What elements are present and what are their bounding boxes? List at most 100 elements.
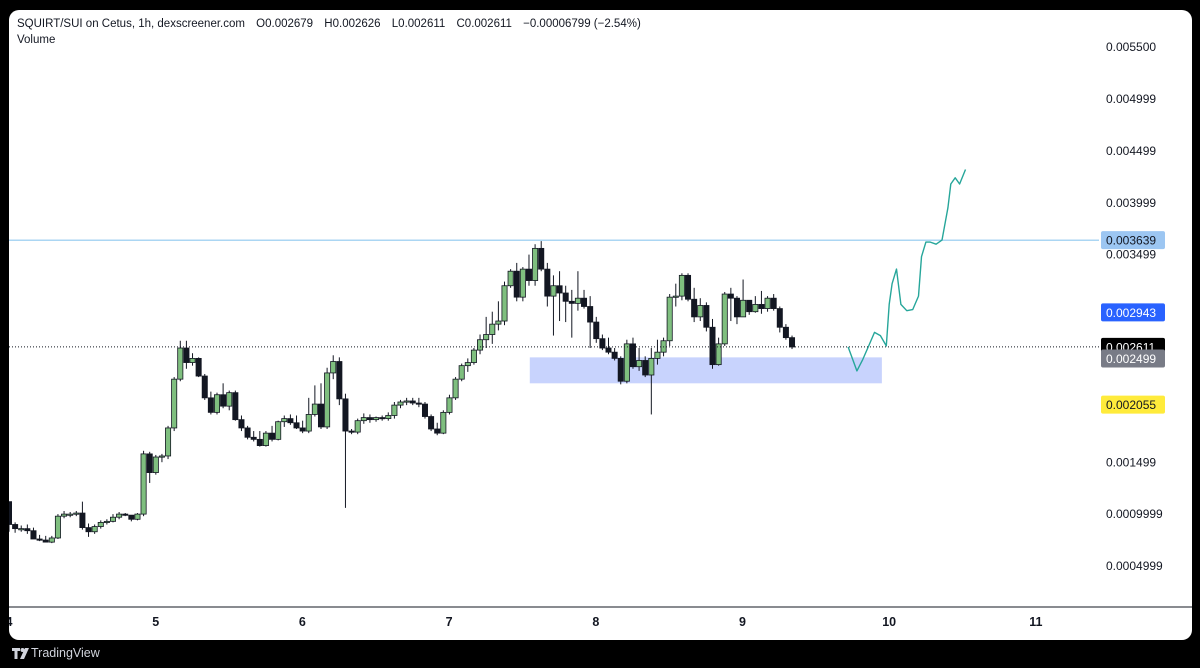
price-badge-label: 0.002499 [1106,352,1156,366]
price-badge-bg [1101,231,1165,250]
candle-body [648,357,655,376]
candle [42,535,49,543]
candle [727,287,734,322]
candle [697,298,704,322]
candle-body [366,417,373,421]
candle-body [9,501,12,525]
tradingview-brand[interactable]: TradingView [31,646,100,660]
projection-path [847,169,967,372]
candle [538,241,545,272]
candle [12,522,19,533]
candle [489,311,496,344]
low-value: L0.002611 [391,18,446,30]
candle-body [269,432,276,440]
candle-body [373,417,380,421]
candle [446,394,453,415]
candle [519,267,526,302]
candle [195,357,202,378]
candle [782,324,789,340]
candle-body [685,274,692,300]
candle-body [85,527,92,533]
candle [721,291,728,346]
chart-panel[interactable]: 0.005500 0.004999 0.004499 0.003999 0.003499… [9,10,1192,640]
candle [776,306,783,333]
candle-body [293,422,300,429]
candle [703,302,710,332]
candle-body [336,361,343,400]
candle-body [709,326,716,366]
candle-body [623,343,630,382]
candle-body [262,432,269,446]
candle [574,271,581,311]
candle [18,525,25,532]
price-badge-label: 0.002943 [1106,306,1156,320]
price-badge-bg [1101,303,1165,322]
candle [409,397,416,406]
candle [67,512,74,518]
candle-body [452,378,459,399]
candle-body [30,530,37,540]
candle-body [73,512,80,515]
candle-body [587,306,594,323]
tradingview-logo-icon[interactable] [11,647,31,661]
candle-body [385,415,392,420]
candle [116,512,123,520]
candle-body [513,270,520,298]
candle-body [36,538,43,541]
candle-body [574,297,581,304]
price-badge: 0.003639 [1101,231,1165,250]
candle-body [12,524,19,530]
candle [122,513,129,517]
y-tick-label: 0.005500 [1106,40,1156,54]
candle [201,373,208,400]
candle-body [128,514,135,520]
candle [79,501,86,530]
candle [299,420,306,434]
candle-body [281,418,288,423]
open-value: O0.002679 [256,18,314,30]
candle [733,296,740,325]
candle-body [207,397,214,413]
candle-body [629,343,636,368]
candle-body [116,513,123,518]
candle [593,316,600,343]
candle-body [740,299,747,318]
candle-body [18,528,25,531]
candle-body [770,297,777,309]
candle-body [611,351,618,359]
volume-label[interactable]: Volume [17,34,56,46]
candle [183,340,190,369]
candle-body [103,520,110,523]
candle [324,367,331,429]
candle-body [97,522,104,527]
price-badge: 0.002943 [1101,303,1165,322]
candle [495,301,502,331]
chart-legend: SQUIRT/SUI on Cetus, 1h, dexscreener.com… [17,16,649,48]
candle-body [397,401,404,406]
candle-body [275,421,282,440]
y-tick-label: 0.001499 [1106,455,1156,469]
candle [269,425,276,442]
candle-body [764,297,771,309]
candle-body [409,400,416,404]
candle-body [201,375,208,399]
price-badge-label: 0.002055 [1106,398,1156,412]
y-tick-label: 0.003499 [1106,248,1156,262]
y-axis[interactable]: 0.005500 0.004999 0.004499 0.003999 0.003499… [1106,40,1163,573]
candle-body [91,526,98,533]
candle [685,273,692,302]
candle-body [776,308,783,328]
candle [342,393,349,508]
candle [317,383,324,429]
candle-body [195,357,202,377]
candle-body [593,321,600,340]
candle-body [782,326,789,339]
candle [434,422,441,436]
footer-bar: TradingView [9,640,1192,668]
candle [666,294,673,346]
chart-svg[interactable]: 0.005500 0.004999 0.004499 0.003999 0.003499… [9,10,1192,640]
candle [544,262,551,307]
symbol-label[interactable]: SQUIRT/SUI on Cetus, 1h, dexscreener.com [17,18,245,30]
candle-body [213,394,220,413]
x-axis[interactable]: 4 5 6 7 8 9 10 11 [9,615,1043,629]
